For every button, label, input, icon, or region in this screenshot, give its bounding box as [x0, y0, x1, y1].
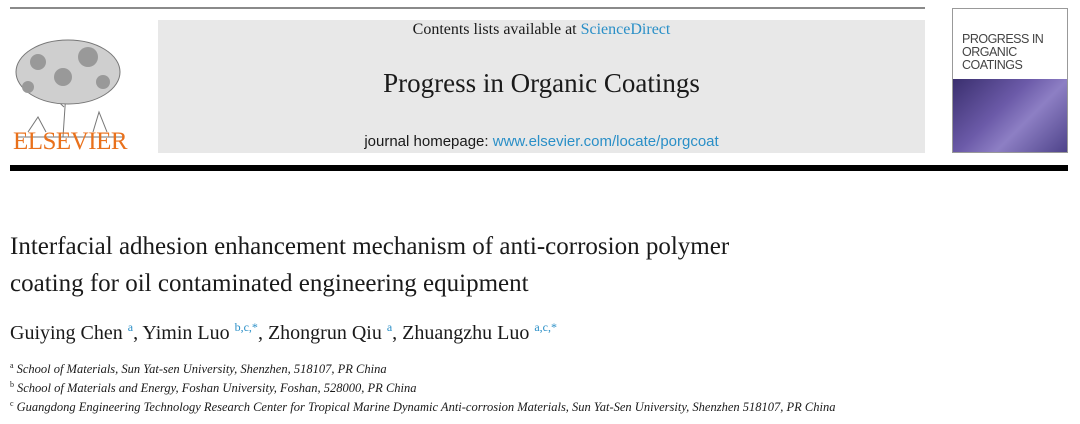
author[interactable]: Zhongrun Qiu a	[267, 320, 393, 344]
homepage-line: journal homepage: www.elsevier.com/locat…	[158, 133, 925, 150]
cover-image	[953, 79, 1067, 152]
header-bar	[10, 165, 1068, 171]
article-title: Interfacial adhesion enhancement mechani…	[10, 228, 1010, 302]
affiliation: a School of Materials, Sun Yat-sen Univer…	[10, 361, 387, 376]
header-rule	[10, 7, 925, 9]
homepage-link[interactable]: www.elsevier.com/locate/porgcoat	[492, 133, 719, 150]
journal-cover: PROGRESS IN ORGANIC COATINGS	[952, 8, 1068, 153]
author[interactable]: Yimin Luo b,c,*	[142, 320, 258, 344]
cover-title: PROGRESS IN ORGANIC COATINGS	[962, 32, 1044, 72]
title-line-1: Interfacial adhesion enhancement mechani…	[10, 233, 730, 260]
affiliation: c Guangdong Engineering Technology Resear…	[10, 399, 836, 414]
elsevier-wordmark: ELSEVIER	[12, 128, 128, 155]
sciencedirect-link[interactable]: ScienceDirect	[580, 21, 671, 38]
contents-line: Contents lists available at ScienceDirec…	[158, 21, 925, 39]
author-list: Guiying Chen a, Yimin Luo b,c,*, Zhongru…	[10, 320, 557, 344]
journal-banner: Contents lists available at ScienceDirec…	[158, 20, 925, 153]
contents-prefix: Contents lists available at	[412, 21, 581, 38]
title-line-2: coating for oil contaminated engineering…	[10, 270, 529, 297]
elsevier-tree-logo	[15, 39, 123, 138]
author[interactable]: Guiying Chen a	[10, 320, 134, 344]
author[interactable]: Zhuangzhu Luo a,c,*	[402, 320, 557, 344]
affiliation: b School of Materials and Energy, Foshan …	[10, 380, 417, 395]
homepage-prefix: journal homepage:	[364, 133, 493, 150]
journal-title: Progress in Organic Coatings	[383, 68, 700, 98]
